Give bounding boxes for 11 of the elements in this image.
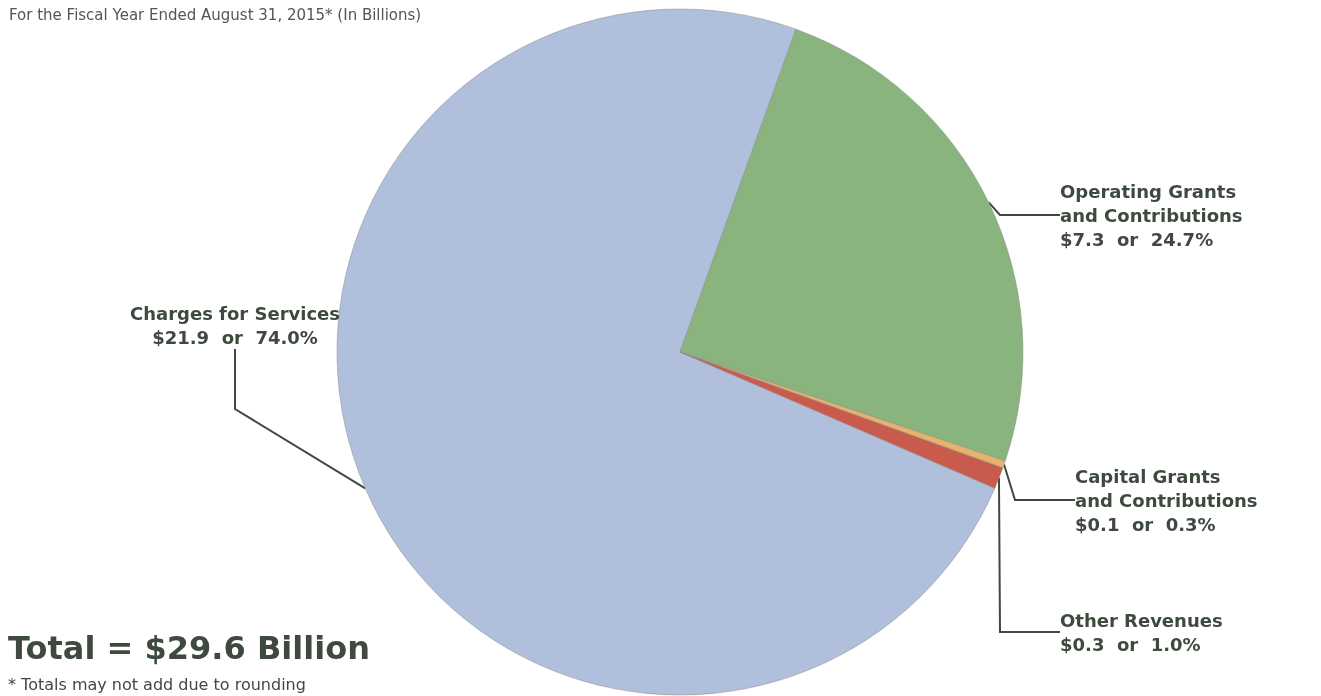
text: Total = $29.6 Billion <box>8 629 370 667</box>
data-label: $21.9 or 74.0% <box>152 326 318 348</box>
data-label: $0.1 or 0.3% <box>1075 513 1216 535</box>
slice-label: Capital Grants and Contributions <box>1075 465 1258 511</box>
data-label: $7.3 or 24.7% <box>1060 228 1214 250</box>
slice-label: Other Revenues <box>1060 609 1223 631</box>
text: * Totals may not add due to rounding <box>8 674 306 694</box>
chart-subtitle: For the Fiscal Year Ended August 31, 2015* (In Billions) <box>9 5 422 24</box>
slice-label: Charges for Services <box>129 302 341 324</box>
slice-label: Operating Grants and Contributions <box>1060 180 1243 226</box>
data-label: $0.3 or 1.0% <box>1060 633 1201 655</box>
